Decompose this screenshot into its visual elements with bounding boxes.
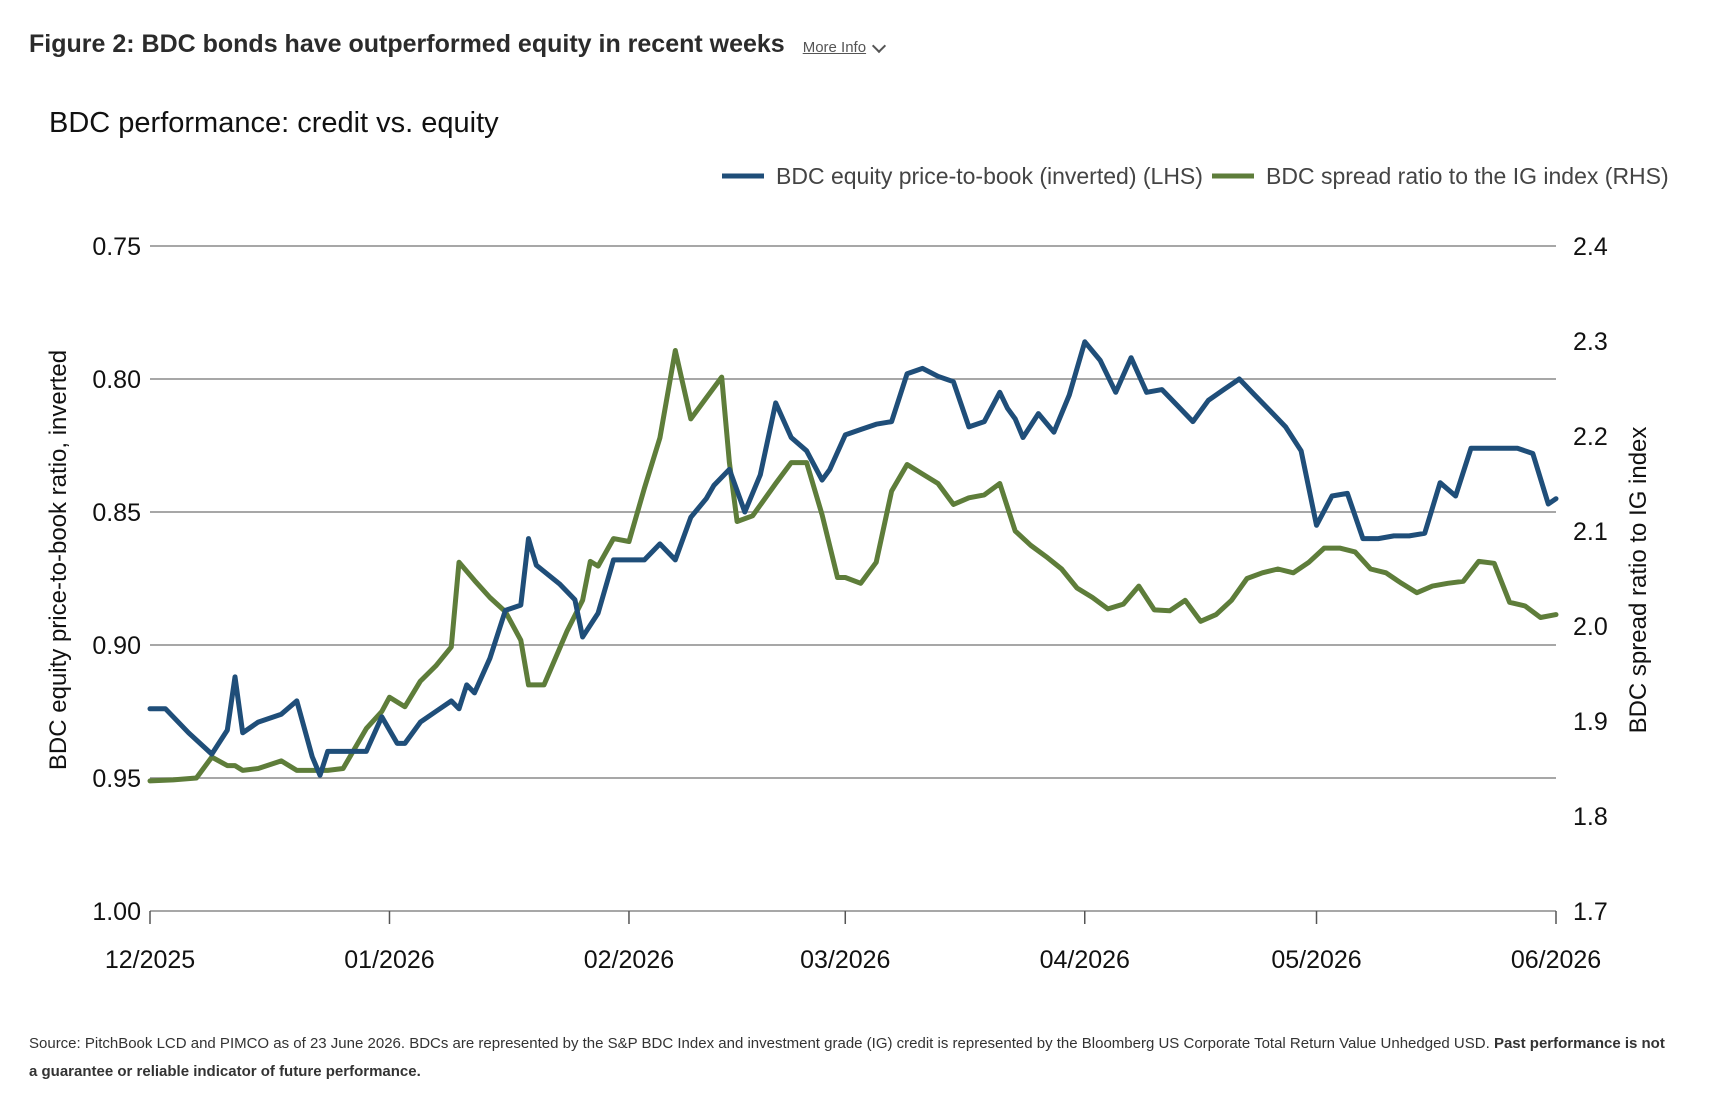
more-info-label[interactable]: More Info	[802, 39, 867, 56]
left-tick-label: 0.95	[92, 765, 141, 793]
x-tick-label: 03/2026	[800, 946, 890, 974]
right-tick-label: 2.0	[1573, 613, 1608, 641]
figure-header: Figure 2: BDC bonds have outperformed eq…	[29, 30, 887, 59]
x-axis: 12/2025 01/2026 02/2026 03/2026 04/2026 05/20…	[105, 910, 1601, 974]
right-tick-label: 2.2	[1573, 423, 1608, 451]
x-tick-label: 02/2026	[584, 946, 674, 974]
source-disclaimer: Past performance is not a guarantee or r…	[29, 1035, 1665, 1080]
right-tick-label: 2.4	[1573, 233, 1608, 261]
chart-title: BDC performance: credit vs. equity	[49, 107, 499, 139]
legend-label-equity: BDC equity price-to-book (inverted) (LHS…	[776, 163, 1203, 189]
left-tick-label: 1.00	[92, 898, 141, 926]
x-tick-label: 01/2026	[344, 946, 434, 974]
right-axis-label: BDC spread ratio to IG index	[1625, 427, 1652, 734]
left-tick-label: 0.80	[92, 366, 141, 394]
x-tick-label: 05/2026	[1271, 946, 1361, 974]
series-line-equity-price-to-book	[147, 339, 1559, 778]
right-axis-ticks: 2.4 2.3 2.2 2.1 2.0 1.9 1.8 1.7	[1573, 233, 1608, 926]
right-tick-label: 2.1	[1573, 518, 1608, 546]
right-tick-label: 2.3	[1573, 328, 1608, 356]
left-tick-label: 0.90	[92, 632, 141, 660]
left-tick-label: 0.75	[92, 233, 141, 261]
source-text: Source: PitchBook LCD and PIMCO as of 23…	[29, 1035, 1490, 1052]
figure-title: Figure 2: BDC bonds have outperformed eq…	[29, 30, 785, 58]
series-line-spread-ratio	[147, 348, 1559, 784]
more-info-toggle[interactable]: More Info	[802, 38, 887, 56]
right-tick-label: 1.9	[1573, 708, 1608, 736]
right-tick-label: 1.7	[1573, 898, 1608, 926]
x-tick-label: 06/2026	[1511, 946, 1601, 974]
source-note: Source: PitchBook LCD and PIMCO as of 23…	[29, 1030, 1669, 1086]
left-tick-label: 0.85	[92, 499, 141, 527]
gridlines	[150, 245, 1556, 779]
x-tick-label: 04/2026	[1040, 946, 1130, 974]
legend: BDC equity price-to-book (inverted) (LHS…	[722, 163, 1669, 189]
x-tick-label: 12/2025	[105, 946, 195, 974]
left-axis-label: BDC equity price-to-book ratio, inverted	[45, 350, 72, 770]
left-axis-ticks: 0.75 0.80 0.85 0.90 0.95 1.00	[92, 233, 141, 926]
right-tick-label: 1.8	[1573, 803, 1608, 831]
legend-label-spread: BDC spread ratio to the IG index (RHS)	[1266, 163, 1669, 189]
